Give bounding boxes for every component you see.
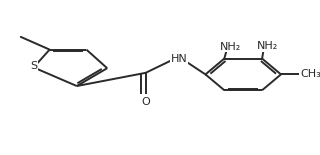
Text: NH₂: NH₂ (220, 42, 241, 52)
Text: CH₃: CH₃ (300, 69, 320, 79)
Text: NH₂: NH₂ (257, 42, 278, 51)
Text: O: O (141, 97, 150, 107)
Text: S: S (30, 61, 37, 71)
Text: HN: HN (171, 54, 188, 64)
